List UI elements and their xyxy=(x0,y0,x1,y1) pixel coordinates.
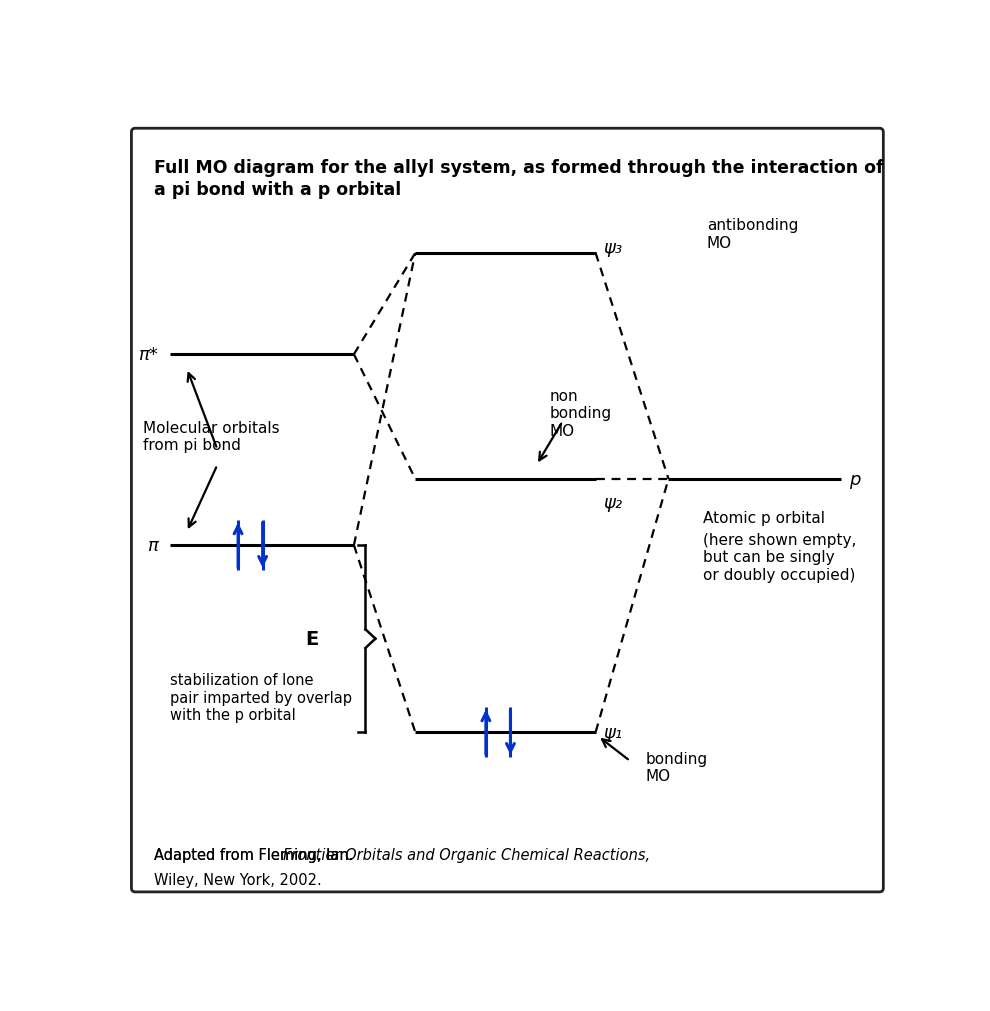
Text: ψ₁: ψ₁ xyxy=(603,724,623,741)
Text: bonding
MO: bonding MO xyxy=(645,751,708,784)
Text: Atomic p orbital: Atomic p orbital xyxy=(703,511,825,526)
Text: ψ₃: ψ₃ xyxy=(603,239,623,257)
Text: Frontier Orbitals and Organic Chemical Reactions,: Frontier Orbitals and Organic Chemical R… xyxy=(283,847,650,861)
Text: non
bonding
MO: non bonding MO xyxy=(549,388,612,438)
Text: Adapted from Fleming, Ian. Frontier Orbitals and Organic Chemical Reactions,: Adapted from Fleming, Ian. Frontier Orbi… xyxy=(154,847,725,861)
Text: Full MO diagram for the allyl system, as formed through the interaction of: Full MO diagram for the allyl system, as… xyxy=(154,159,884,177)
Text: a pi bond with a p orbital: a pi bond with a p orbital xyxy=(154,181,402,198)
Text: π*: π* xyxy=(139,346,158,364)
Text: antibonding
MO: antibonding MO xyxy=(707,218,798,251)
Text: π: π xyxy=(148,537,158,555)
Text: Adapted from Fleming, Ian.: Adapted from Fleming, Ian. xyxy=(154,847,358,861)
Text: Adapted from Fleming, Ian.: Adapted from Fleming, Ian. xyxy=(154,847,358,861)
Text: p: p xyxy=(848,470,860,488)
Text: E: E xyxy=(305,630,319,648)
Text: Molecular orbitals
from pi bond: Molecular orbitals from pi bond xyxy=(143,421,279,453)
Text: Wiley, New York, 2002.: Wiley, New York, 2002. xyxy=(154,872,322,888)
Text: (here shown empty,
but can be singly
or doubly occupied): (here shown empty, but can be singly or … xyxy=(703,533,856,582)
Text: ψ₂: ψ₂ xyxy=(603,493,623,512)
Text: stabilization of lone
pair imparted by overlap
with the p orbital: stabilization of lone pair imparted by o… xyxy=(170,672,351,722)
FancyBboxPatch shape xyxy=(132,129,883,892)
